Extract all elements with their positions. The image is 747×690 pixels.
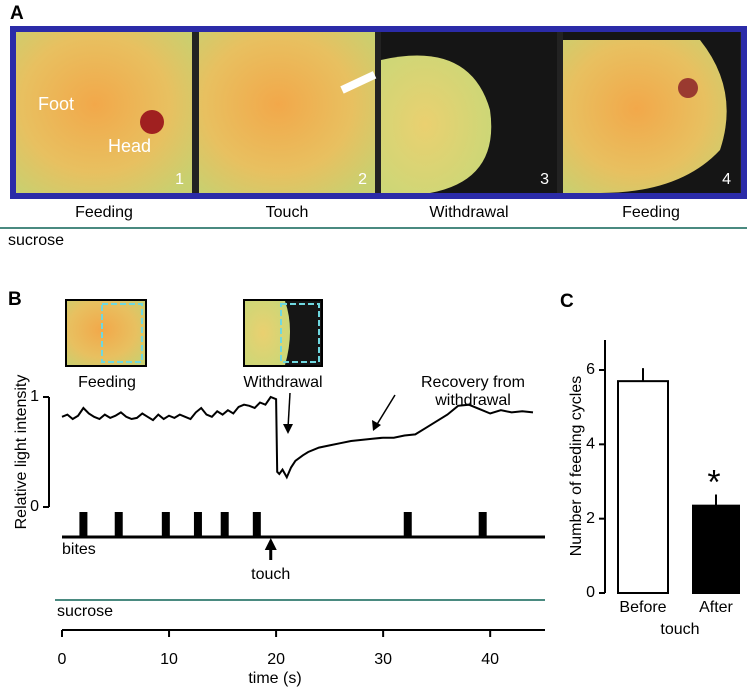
x-tick-label: 10 xyxy=(160,651,178,668)
photo-caption: Feeding xyxy=(622,204,680,221)
x-tick-label: 40 xyxy=(481,651,499,668)
x-axis-label: touch xyxy=(660,621,699,638)
condition-label: sucrose xyxy=(8,232,64,249)
y-tick-label: 0 xyxy=(30,498,39,515)
x-tick-label: 0 xyxy=(58,651,67,668)
x-tick-label: Before xyxy=(619,599,666,616)
inset-photos xyxy=(65,299,396,434)
photo-number: 3 xyxy=(540,171,549,188)
photo-label: Head xyxy=(108,136,151,156)
event-label: bites xyxy=(62,541,96,558)
panel-label: A xyxy=(10,3,24,24)
photo-caption: Withdrawal xyxy=(429,204,508,221)
bite xyxy=(79,512,88,537)
y-tick-label: 6 xyxy=(586,361,595,378)
bite xyxy=(161,512,170,537)
y-tick-label: 0 xyxy=(586,584,595,601)
photo-number: 4 xyxy=(722,171,731,188)
condition-label: sucrose xyxy=(57,603,113,620)
panel-label: B xyxy=(8,289,22,310)
y-tick-label: 2 xyxy=(586,510,595,527)
x-tick-label: After xyxy=(699,599,733,616)
bite xyxy=(252,512,261,537)
bite xyxy=(193,512,202,537)
line-series xyxy=(61,395,534,480)
photo-number: 1 xyxy=(175,171,184,188)
stimulus-arrowhead xyxy=(264,538,277,550)
y-axis-label: Relative light intensity xyxy=(13,375,30,530)
bar xyxy=(692,504,740,594)
photo-caption: Feeding xyxy=(75,204,133,221)
x-tick-label: 30 xyxy=(374,651,392,668)
bite xyxy=(403,512,412,537)
annotation: Recovery from withdrawal xyxy=(420,374,526,409)
photo-caption: Touch xyxy=(266,204,309,221)
y-axis-label: Number of feeding cycles xyxy=(568,376,585,557)
significance: * xyxy=(707,463,720,501)
y-tick-label: 1 xyxy=(30,388,39,405)
bar xyxy=(617,380,669,594)
annotation: Feeding xyxy=(78,374,136,391)
annotation: Withdrawal xyxy=(243,374,322,391)
bite xyxy=(114,512,123,537)
stimulus-label: touch xyxy=(251,566,290,583)
x-tick-label: 20 xyxy=(267,651,285,668)
photos xyxy=(0,32,747,229)
bite xyxy=(478,512,487,537)
panel-label: C xyxy=(560,291,574,312)
y-tick-label: 4 xyxy=(586,436,595,453)
photo-label: Foot xyxy=(38,94,74,114)
photo-number: 2 xyxy=(358,171,367,188)
bite xyxy=(220,512,229,537)
x-axis-label: time (s) xyxy=(248,670,301,687)
